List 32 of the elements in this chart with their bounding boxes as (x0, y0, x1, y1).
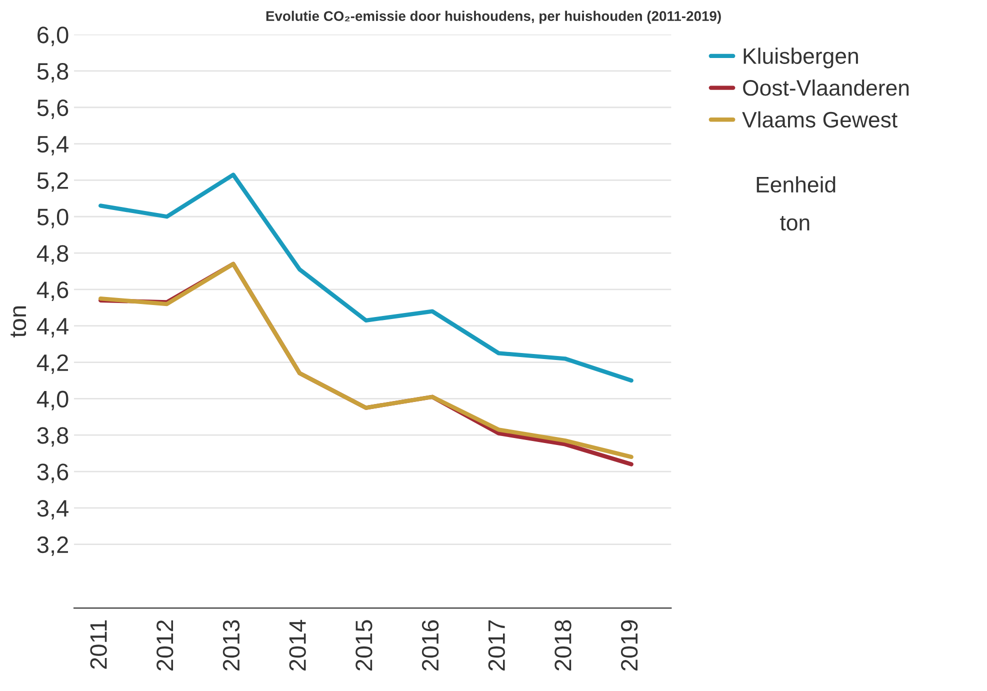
y-tick-label: 3,2 (37, 536, 68, 556)
text: Eenheid (756, 176, 836, 193)
y-tick-label: 4,6 (36, 282, 68, 302)
y-tick-label: 5,4 (37, 136, 68, 156)
legend-label: Kluisbergen (744, 48, 858, 68)
y-tick-label: 3,4 (37, 500, 68, 520)
x-tick-label: 2019 (620, 620, 638, 671)
legend-label: Vlaams Gewest (742, 111, 898, 128)
text: ton (780, 216, 810, 231)
chart-title: Evolutie CO₂-emissie door huishoudens, per huishouden (2011-2019) (266, 10, 721, 24)
y-tick-label: 4,4 (36, 318, 68, 338)
x-tick-label: 2014 (289, 620, 306, 671)
y-tick-label: 5,0 (37, 208, 68, 228)
y-axis-title: ton (10, 306, 26, 338)
x-tick-label: 2011 (90, 620, 107, 669)
y-tick-label: 6,0 (38, 26, 68, 46)
legend-label: Oost-Vlaanderen (743, 79, 909, 96)
y-tick-label: 5,6 (37, 99, 68, 119)
y-tick-label: 4,0 (36, 390, 68, 410)
y-tick-label: 3,8 (37, 427, 68, 447)
y-tick-label: 5,2 (37, 172, 68, 192)
x-tick-label: 2016 (422, 620, 439, 671)
x-tick-label: 2017 (488, 620, 505, 671)
x-tick-label: 2018 (554, 620, 572, 671)
y-tick-label: 3,6 (37, 464, 68, 484)
x-tick-label: 2012 (156, 620, 174, 671)
x-tick-label: 2013 (222, 620, 240, 671)
y-tick-label: 4,8 (36, 245, 68, 265)
x-tick-label: 2015 (356, 620, 372, 671)
line-series (98, 172, 634, 383)
y-tick-label: 4,2 (36, 354, 68, 374)
y-tick-label: 5,8 (37, 63, 68, 83)
